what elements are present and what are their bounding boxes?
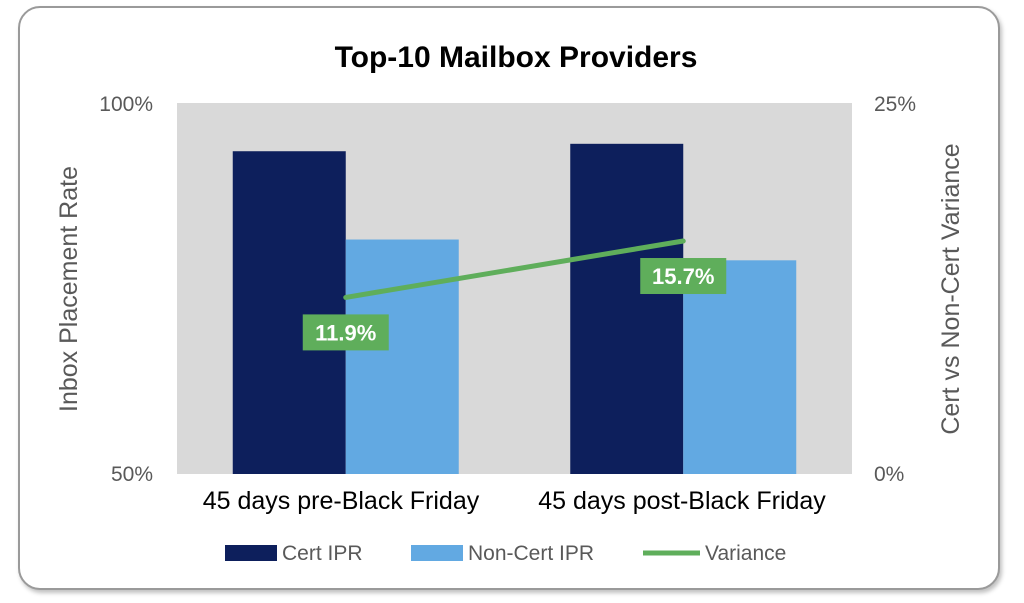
variance-data-label-2: 15.7%: [640, 258, 727, 295]
chart-title: Top-10 Mailbox Providers: [335, 41, 698, 74]
variance-data-label-text: 15.7%: [652, 264, 714, 289]
y2-axis-title: Cert vs Non-Cert Variance: [937, 143, 965, 434]
legend-label-variance: Variance: [705, 542, 786, 565]
legend: Cert IPR Non-Cert IPR Variance: [225, 542, 786, 565]
bar-cert-ipr-2: [570, 143, 684, 474]
variance-data-label-1: 11.9%: [302, 314, 389, 351]
x-category-label-2: 45 days post-Black Friday: [538, 487, 826, 515]
x-category-label-1: 45 days pre-Black Friday: [203, 487, 480, 515]
y-axis-title: Inbox Placement Rate: [55, 166, 83, 412]
y-tick-bottom: 50%: [111, 463, 153, 486]
legend-swatch-non-cert-ipr: [411, 545, 463, 561]
bar-non-cert-ipr-1: [345, 239, 459, 474]
y2-tick-top: 25%: [874, 93, 916, 116]
legend-swatch-cert-ipr: [225, 545, 277, 561]
variance-data-label-text: 11.9%: [315, 320, 376, 345]
bar-cert-ipr-1: [232, 151, 346, 475]
y-tick-top: 100%: [99, 93, 153, 116]
variance-data-label-box: [302, 314, 389, 351]
y2-tick-bottom: 0%: [874, 463, 904, 486]
legend-label-cert-ipr: Cert IPR: [282, 542, 363, 565]
variance-data-label-box: [640, 258, 727, 295]
bar-non-cert-ipr-2: [683, 260, 797, 474]
variance-line: [343, 238, 686, 300]
legend-label-non-cert-ipr: Non-Cert IPR: [468, 542, 594, 565]
